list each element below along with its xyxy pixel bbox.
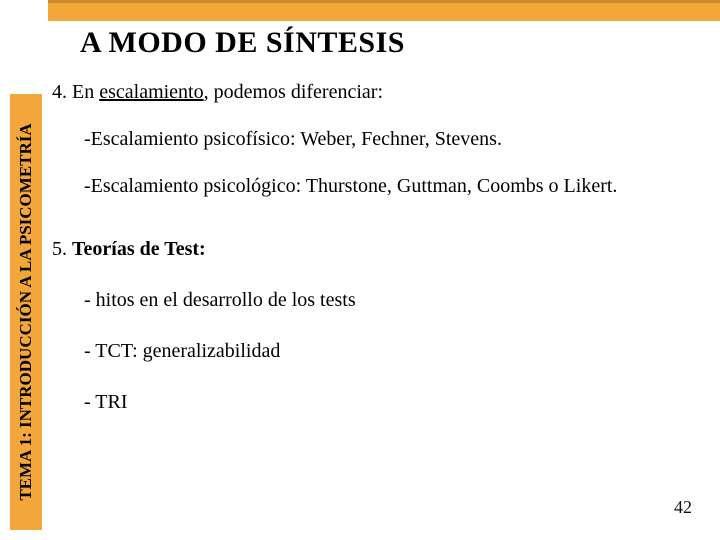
item-4a: -Escalamiento psicofísico: Weber, Fechne… [84, 127, 710, 152]
item-4-underlined: escalamiento [99, 81, 203, 103]
item-5c: - TRI [84, 390, 710, 415]
item-4-suffix: , podemos diferenciar: [204, 81, 383, 103]
item-5a: - hitos en el desarrollo de los tests [84, 288, 710, 313]
item-5b: - TCT: generalizabilidad [84, 339, 710, 364]
item-5: 5. Teorías de Test: [52, 237, 710, 262]
page-number: 42 [674, 497, 692, 518]
sidebar: TEMA 1: INTRODUCCIÓN A LA PSICOMETRÍA [10, 94, 42, 530]
slide-title: A MODO DE SÍNTESIS [80, 26, 710, 60]
sidebar-label: TEMA 1: INTRODUCCIÓN A LA PSICOMETRÍA [16, 123, 36, 500]
item-4b: -Escalamiento psicológico: Thurstone, Gu… [84, 174, 710, 199]
item-5-prefix: 5. [52, 238, 72, 260]
slide: A MODO DE SÍNTESIS TEMA 1: INTRODUCCIÓN … [0, 0, 720, 540]
slide-body: 4. En escalamiento, podemos diferenciar:… [52, 80, 710, 540]
header-orange-bar [48, 3, 720, 21]
item-5-bold: Teorías de Test: [72, 238, 206, 260]
item-4: 4. En escalamiento, podemos diferenciar: [52, 80, 710, 105]
item-4-prefix: 4. En [52, 81, 99, 103]
